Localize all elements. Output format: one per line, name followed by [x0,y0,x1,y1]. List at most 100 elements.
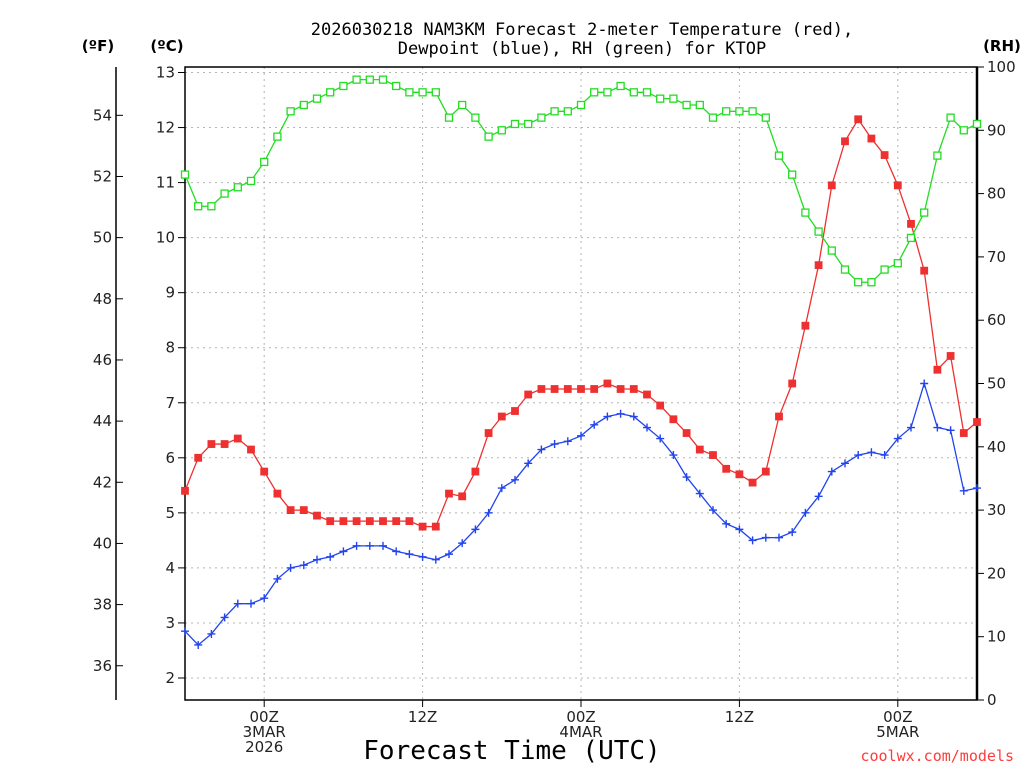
temperature-point [603,379,612,388]
dewpoint-point [814,492,823,501]
rh-point [603,88,612,97]
celsius-axis-header: (ºC) [150,37,183,55]
rh-point [563,107,572,116]
temperature-point [299,506,308,515]
chart-title-line2: Dewpoint (blue), RH (green) for KTOP [398,39,766,59]
temperature-point [471,467,480,476]
chart-title-line1: 2026030218 NAM3KM Forecast 2-meter Tempe… [311,20,853,40]
temperature-point [841,137,849,146]
temperature-point [788,379,797,388]
dewpoint-point [563,437,572,446]
temperature-point [220,440,229,448]
temperature-point [326,517,335,526]
x-tick-label: 3MAR [243,723,286,741]
rh-point [642,88,652,97]
temperature-point [392,517,401,526]
temperature-point [629,385,638,393]
dewpoint-point [801,508,810,517]
temperature-point [695,445,704,454]
temperature-point [365,517,374,526]
temperature-point [577,385,585,393]
rh-point [233,183,242,192]
temperature-point [893,181,902,190]
temperature-point [682,429,691,437]
rh-tick-label: 60 [987,311,1006,329]
rh-axis-header: (RH) [983,37,1021,55]
x-tick-label: 00Z [250,708,279,726]
rh-point [194,202,203,211]
rh-point [537,113,546,122]
x-axis-label: Forecast Time (UTC) [363,736,660,766]
temperature-point [959,429,968,437]
celsius-tick-label: 10 [156,229,175,247]
temperature-point [722,464,731,473]
rh-point [774,151,784,160]
temperature-point [458,492,467,501]
dewpoint-point [695,489,704,498]
rh-point [880,265,889,274]
x-tick-label: 00Z [566,708,595,726]
rh-tick-label: 50 [987,375,1006,393]
rh-point [431,88,440,97]
rh-tick-label: 20 [987,564,1006,582]
dewpoint-point [867,448,876,457]
dewpoint-point [194,640,203,649]
dewpoint-point [722,519,731,528]
rh-tick-label: 30 [987,501,1006,519]
rh-point [695,100,704,110]
axes: 2 3 4 5 6 7 8 9 10 11 12 13 36 38 40 42 44 46 48 50 52 54 0 10 2… [93,58,1016,756]
dewpoint-point [471,525,480,534]
rh-point [893,259,902,268]
rh-point [933,151,942,160]
temperature-point [181,486,189,495]
data-series [180,75,982,649]
rh-point [286,107,295,116]
dewpoint-point [682,473,691,482]
dewpoint-point [313,555,321,564]
dewpoint-point [761,533,770,542]
rh-tick-label: 70 [987,248,1006,266]
dewpoint-point [629,412,638,421]
rh-point [708,113,718,122]
temperature-point [656,401,665,410]
rh-point [722,107,731,116]
dewpoint-point [709,506,717,515]
fahrenheit-tick-label: 48 [93,290,112,308]
rh-point [458,100,467,110]
dewpoint-point [735,525,744,534]
rh-point [273,132,282,141]
rh-point [788,170,797,179]
dewpoint-point [247,599,255,608]
celsius-tick-label: 4 [165,559,175,577]
rh-point [576,100,586,110]
x-tick-label: 5MAR [876,723,919,741]
dewpoint-point [920,379,929,388]
rh-point [616,81,625,91]
rh-point [378,75,388,84]
dewpoint-point [973,484,981,493]
rh-point [444,113,454,122]
fahrenheit-tick-label: 52 [93,167,112,185]
dewpoint-point [207,629,216,638]
grid [185,67,977,700]
dewpoint-point [893,434,902,443]
fahrenheit-axis-header: (ºF) [82,37,114,55]
celsius-tick-label: 13 [156,64,175,82]
x-tick-label: 00Z [883,708,912,726]
temperature-point [748,478,757,487]
temperature-point [352,517,361,526]
temperature-point [524,390,533,399]
dewpoint-point [405,550,414,559]
rh-point [392,81,401,91]
rh-point [260,157,269,167]
dewpoint-point [656,434,665,443]
rh-point [629,88,638,97]
dewpoint-point [484,508,493,517]
rh-point [946,113,955,122]
temperature-point [497,412,506,421]
dewpoint-point [880,451,889,460]
rh-point [590,88,599,97]
dewpoint-point [748,536,757,545]
rh-point [299,100,308,110]
